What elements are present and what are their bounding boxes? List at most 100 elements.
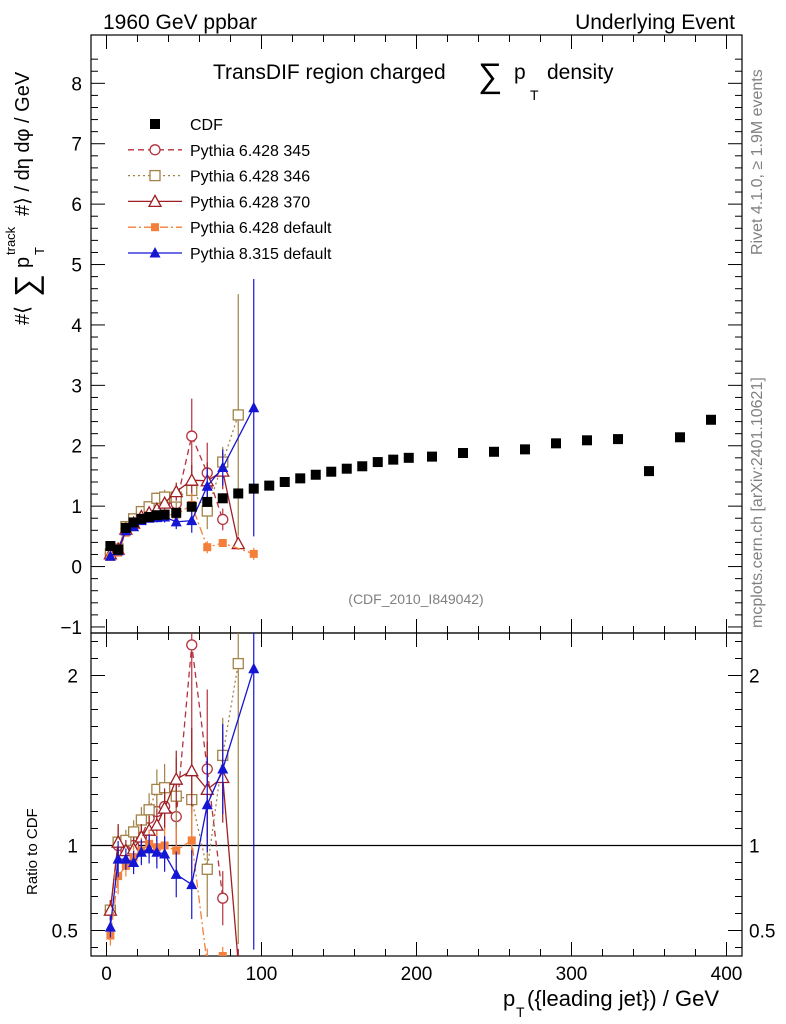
x-tick-label: 200 [401, 964, 433, 985]
ylabel-p: p [12, 257, 34, 268]
legend-label: Pythia 6.428 346 [190, 169, 310, 186]
rivet-label: Rivet 4.1.0, ≥ 1.9M events [749, 69, 766, 255]
cdf-point [120, 522, 131, 533]
mc-point [232, 657, 244, 670]
ratio-tick-label-right: 0.5 [749, 922, 775, 943]
mc-point [248, 662, 260, 674]
mc-point [201, 798, 213, 810]
mc-point [248, 401, 260, 413]
mc-point [232, 409, 244, 421]
title-p: p [514, 61, 526, 84]
mc-point [186, 430, 198, 442]
legend-item-5: Pythia 8.315 default [128, 246, 332, 263]
cdf-point [295, 473, 306, 484]
title-tail: density [547, 61, 614, 84]
mc-point [157, 495, 172, 509]
mc-point [128, 856, 140, 867]
legend-item-0: CDF [150, 117, 223, 134]
cdf-point [341, 463, 352, 474]
cdf-point [372, 457, 383, 468]
ratio-tick-label: 2 [67, 667, 78, 688]
mc-point [237, 955, 239, 956]
mc-point [169, 771, 184, 785]
ratio-series-group [103, 633, 260, 992]
mc-point [186, 514, 198, 526]
x-tick-label: 400 [711, 964, 743, 985]
mc-point [151, 223, 159, 232]
cdf-point [248, 483, 259, 494]
cdf-point [675, 432, 685, 443]
mc-point [112, 853, 124, 864]
mc-point [201, 505, 213, 517]
title-sub: T [530, 87, 539, 103]
legend-label: Pythia 6.428 345 [190, 143, 310, 160]
mc-point [187, 836, 196, 845]
data-layer [103, 279, 716, 992]
mc-point [149, 169, 161, 182]
cdf-point [150, 119, 160, 129]
cdf-point [520, 444, 530, 455]
cdf-point [427, 451, 437, 462]
y-tick-label: 0 [71, 558, 82, 579]
y-tick-label: −1 [60, 618, 82, 639]
header-right: Underlying Event [575, 11, 735, 34]
y-tick-label: 7 [71, 135, 82, 156]
cdf-point [489, 446, 499, 457]
analysis-label: (CDF_2010_I849042) [348, 591, 483, 607]
axes-layer: 0 100 200 300 400 −1 0 1 2 3 4 5 6 7 8 0.5 0.5 1 1 2 2 [52, 35, 775, 985]
header-left: 1960 GeV ppbar [103, 11, 257, 34]
ylabel-open: #⟨ [12, 306, 34, 325]
mc-point [186, 878, 198, 890]
cdf-point [186, 501, 197, 512]
plot-title: TransDIF region charged ∑ p T density [213, 57, 614, 103]
mc-point [201, 480, 213, 491]
mc-point [203, 543, 212, 552]
mc-point [217, 513, 229, 526]
ylabel-close: #⟩ / dη dφ / GeV [12, 71, 34, 216]
cdf-point [159, 509, 170, 520]
cdf-point [144, 512, 155, 523]
cdf-point [582, 435, 592, 446]
y-tick-label: 6 [71, 195, 82, 216]
mc-point [151, 846, 163, 857]
cdf-point [233, 488, 244, 499]
cdf-point [403, 452, 414, 463]
mc-point [170, 868, 182, 879]
mc-point [120, 853, 132, 864]
mc-point [104, 921, 116, 932]
mc-point [249, 549, 258, 558]
cdf-point [644, 466, 654, 477]
x-tick-label: 100 [246, 964, 278, 985]
legend-item-4: Pythia 6.428 default [128, 220, 332, 237]
mc-point [143, 842, 155, 854]
mcplots-label: mcplots.cern.ch [arXiv:2401.10621] [749, 377, 766, 628]
mc-point [203, 961, 211, 969]
cdf-point [551, 438, 561, 449]
mc-point [157, 800, 172, 814]
x-axis-title: p T ({leading jet}) / GeV [503, 986, 719, 1020]
title-main: TransDIF region charged [213, 61, 446, 84]
mc-point [127, 826, 140, 838]
y-tick-label: 4 [71, 316, 82, 337]
legend-item-3: Pythia 6.428 370 [128, 194, 310, 211]
cdf-point [136, 513, 147, 524]
cdf-point [151, 510, 162, 521]
ratio-y-title: Ratio to CDF [24, 808, 41, 895]
mc-point [149, 247, 161, 258]
mc-point [135, 846, 147, 857]
mc-point [147, 194, 163, 208]
cdf-point [217, 493, 228, 504]
ratio-tick-label-right: 2 [749, 667, 760, 688]
cdf-point [388, 454, 399, 465]
cdf-point [706, 414, 716, 425]
mc-point [250, 984, 258, 992]
legend-label: Pythia 8.315 default [190, 246, 332, 263]
mc-point [143, 804, 155, 816]
mc-point [170, 515, 182, 527]
xlabel-sub: T [516, 1004, 525, 1020]
mc-point [218, 952, 227, 956]
ylabel-sum: ∑ [8, 274, 44, 297]
cdf-point [279, 476, 290, 487]
x-tick-label: 0 [101, 964, 112, 985]
mc-point [184, 763, 199, 777]
